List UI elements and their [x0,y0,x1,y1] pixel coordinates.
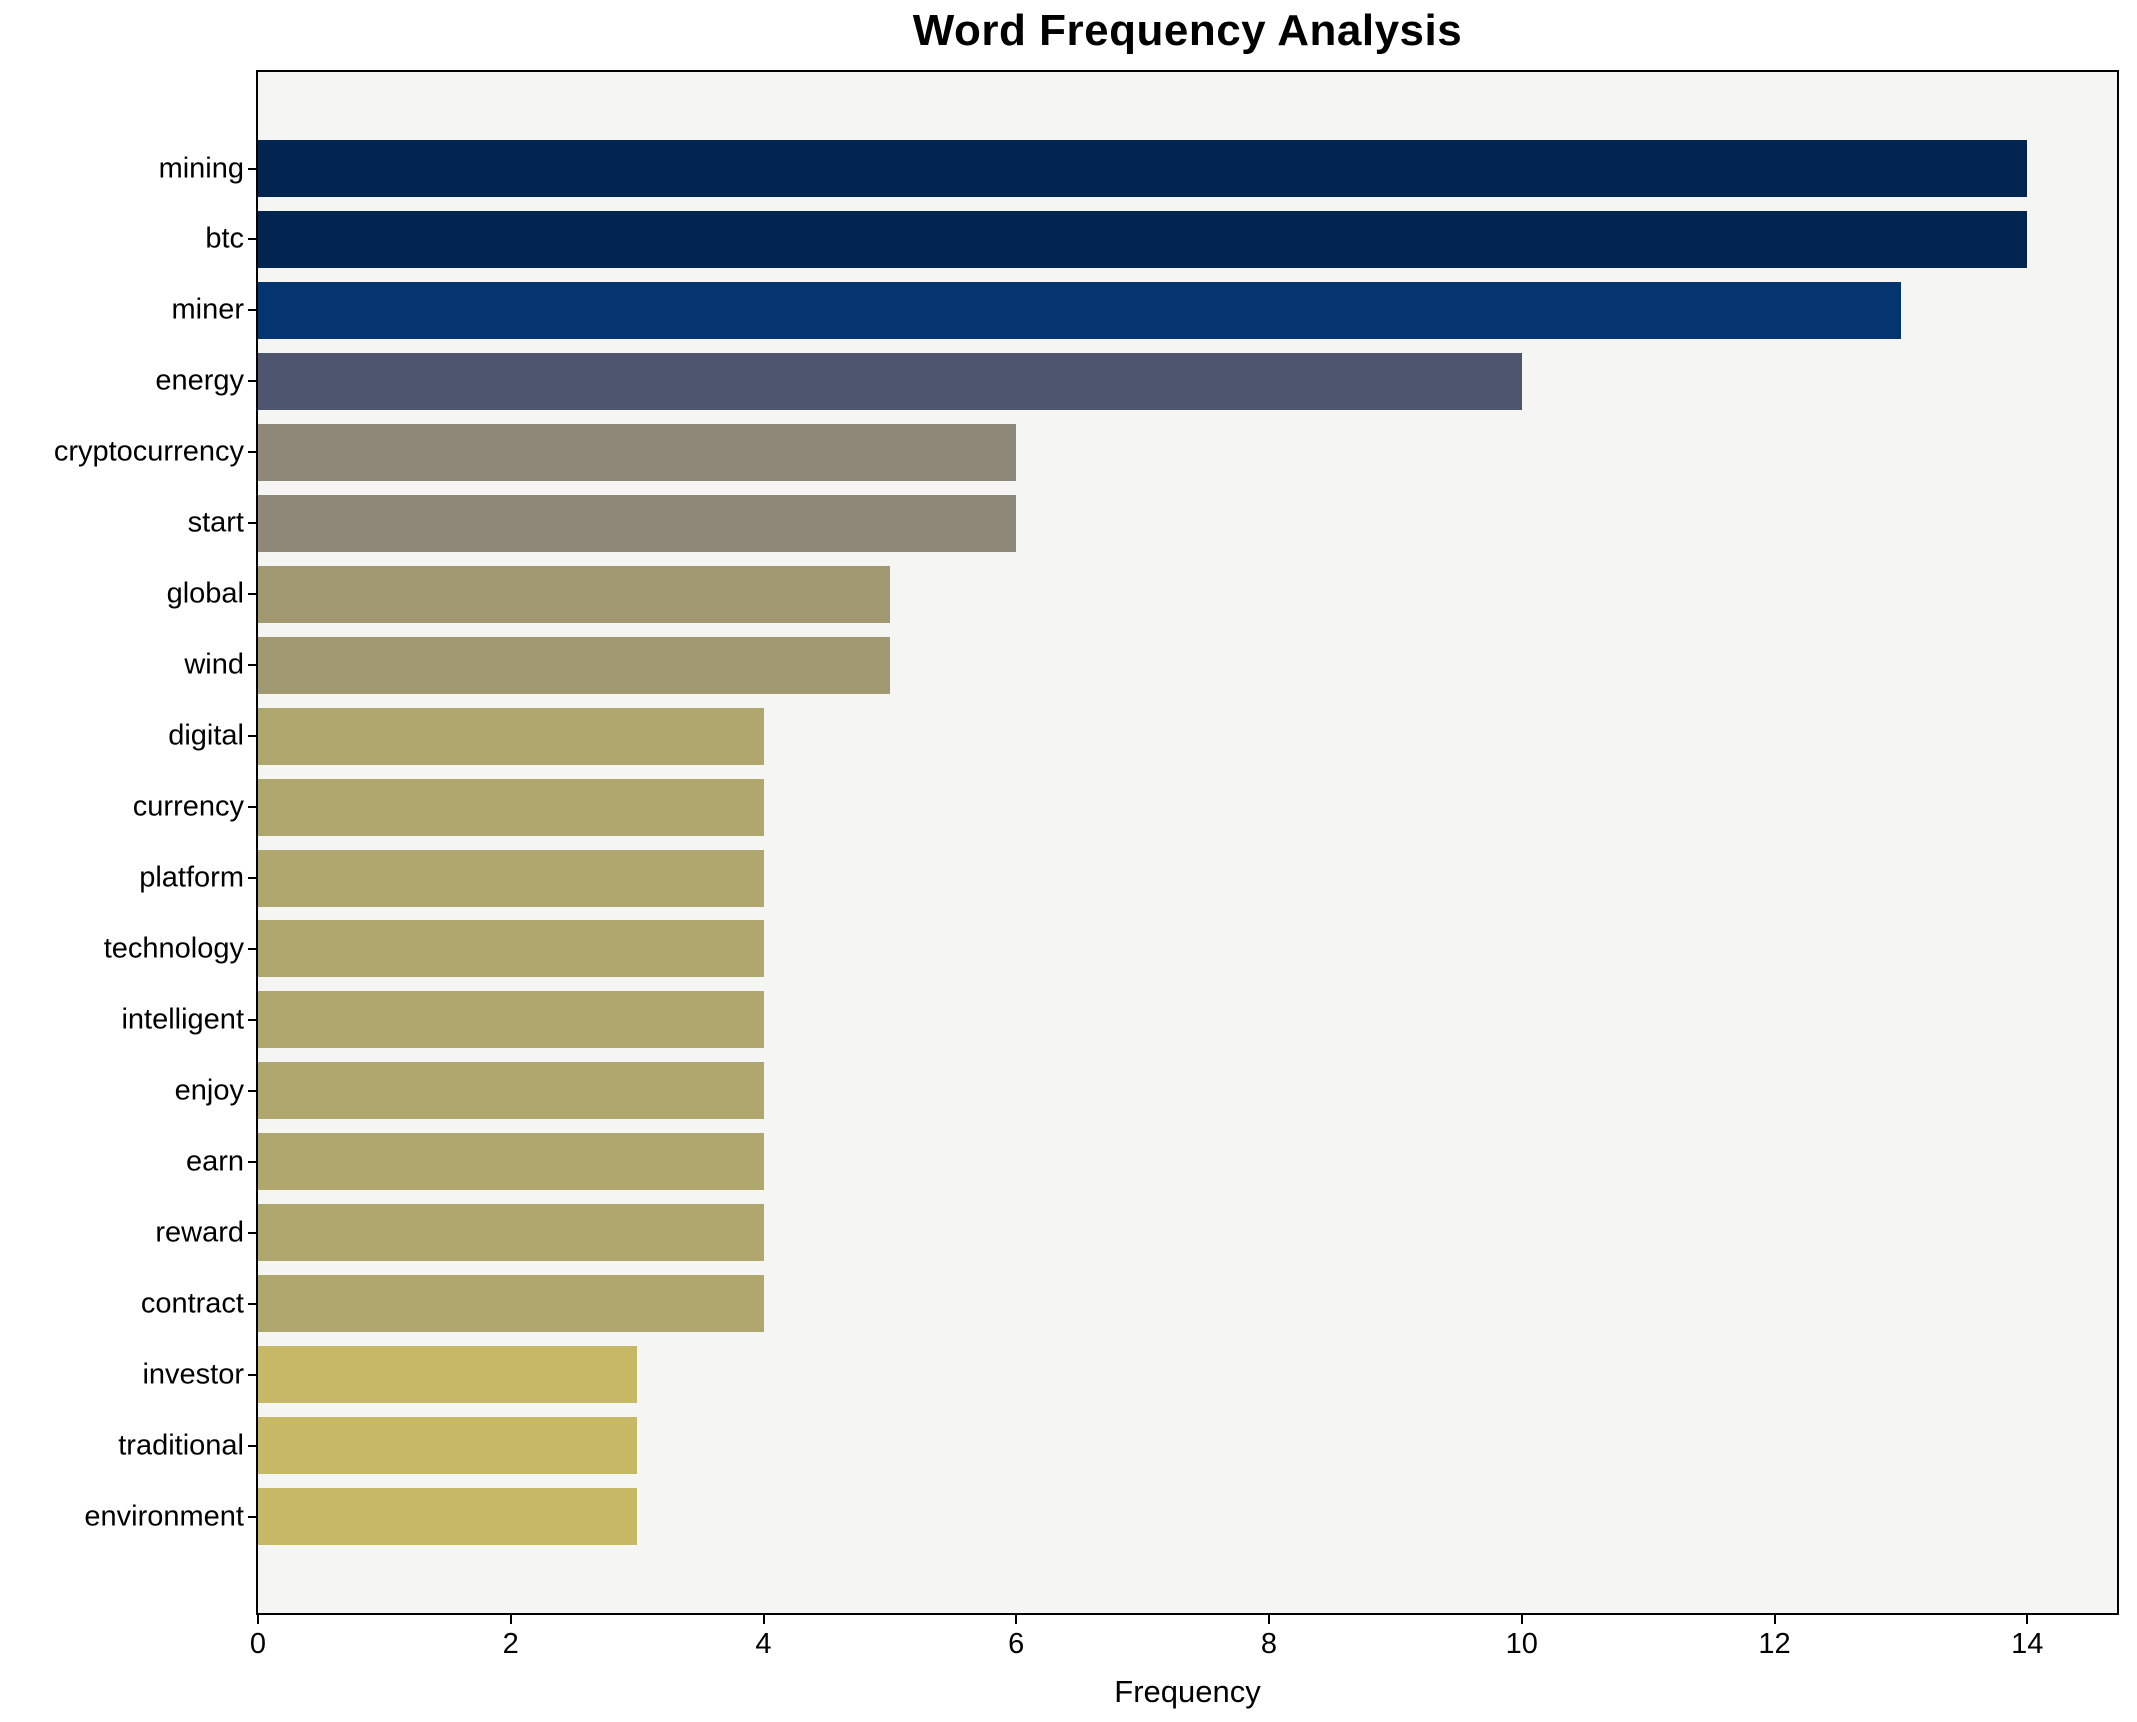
y-tick-mark [248,522,256,525]
bar-contract [258,1275,764,1333]
y-tick-label-mining: mining [158,152,244,184]
x-tick-mark [1268,1615,1270,1624]
y-tick-mark [248,735,256,738]
y-tick-label-technology: technology [103,932,244,965]
bar-enjoy [258,1062,764,1120]
bar-intelligent [258,991,764,1049]
x-tick-label-12: 12 [1758,1628,1791,1660]
y-tick-mark [248,664,256,667]
bar-mining [258,140,2028,197]
bar-global [258,565,890,623]
y-tick-mark [248,309,256,312]
y-tick-label-investor: investor [142,1358,244,1391]
x-tick-label-2: 2 [502,1628,519,1660]
x-tick-label-0: 0 [249,1628,267,1660]
x-tick-label-10: 10 [1505,1628,1538,1660]
y-tick-mark [248,238,256,241]
y-tick-label-miner: miner [171,293,244,326]
x-tick-mark [1015,1615,1018,1624]
y-tick-mark [248,593,256,596]
bar-energy [258,352,1522,410]
y-tick-mark [248,947,256,950]
bar-environment [258,1488,638,1546]
bar-technology [258,920,764,978]
bar-start [258,494,1017,552]
bar-investor [258,1346,638,1404]
y-tick-mark [248,1444,256,1447]
y-tick-label-traditional: traditional [118,1429,244,1462]
bar-earn [258,1133,764,1191]
x-tick-mark [2026,1615,2029,1624]
y-tick-mark [248,380,256,383]
bars-layer [258,72,2117,1613]
y-tick-mark [248,1089,256,1092]
y-tick-label-energy: energy [155,364,244,397]
y-tick-label-wind: wind [184,648,244,681]
y-tick-mark [248,1373,256,1376]
bar-wind [258,636,890,694]
x-tick-label-4: 4 [755,1628,772,1660]
y-tick-label-intelligent: intelligent [121,1003,244,1036]
bar-btc [258,210,2028,268]
y-tick-mark [248,1018,256,1021]
y-tick-label-start: start [187,506,244,539]
x-tick-label-6: 6 [1008,1628,1025,1660]
y-tick-label-global: global [166,577,244,610]
x-tick-label-14: 14 [2011,1628,2044,1660]
x-tick-label-8: 8 [1260,1628,1278,1660]
y-tick-label-earn: earn [185,1145,244,1178]
y-tick-mark [248,1302,256,1305]
y-tick-label-contract: contract [140,1287,244,1320]
y-tick-mark [248,1160,256,1163]
y-tick-label-btc: btc [205,222,244,255]
x-tick-mark [762,1615,765,1624]
bar-platform [258,849,764,907]
y-tick-mark [248,877,256,879]
y-tick-label-currency: currency [132,790,244,823]
y-tick-label-reward: reward [155,1216,244,1249]
y-tick-label-enjoy: enjoy [174,1074,244,1107]
bar-reward [258,1204,764,1262]
y-tick-label-digital: digital [168,719,244,752]
y-tick-label-platform: platform [139,861,244,894]
x-tick-mark [509,1615,512,1624]
bar-cryptocurrency [258,423,1017,481]
x-tick-mark [1520,1615,1523,1624]
y-tick-label-environment: environment [84,1500,244,1533]
bar-digital [258,707,764,765]
y-tick-mark [248,451,256,454]
y-tick-mark [248,167,256,170]
y-tick-mark [248,1231,256,1234]
x-tick-mark [257,1615,259,1624]
bar-miner [258,281,1901,339]
chart-title: Word Frequency Analysis [912,6,1463,55]
x-axis-label: Frequency [1114,1674,1261,1709]
y-tick-mark [248,806,256,809]
bar-currency [258,778,764,836]
bar-traditional [258,1417,638,1475]
plot-area [256,70,2119,1615]
y-tick-label-cryptocurrency: cryptocurrency [53,435,244,468]
x-tick-mark [1773,1615,1776,1624]
y-tick-mark [248,1515,256,1518]
